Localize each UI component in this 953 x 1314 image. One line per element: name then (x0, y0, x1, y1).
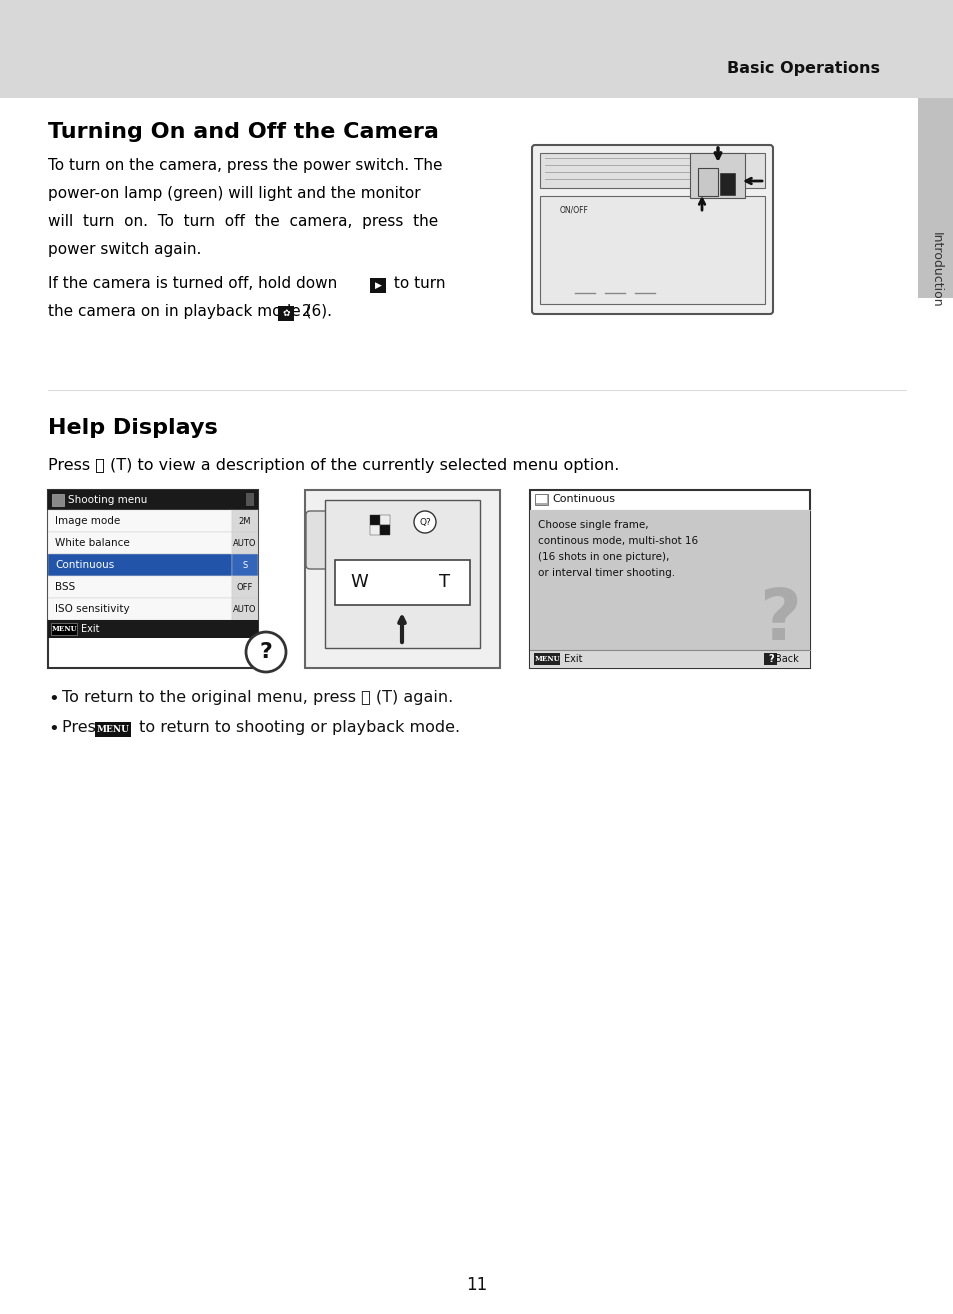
Text: BSS: BSS (55, 582, 75, 593)
Text: Choose single frame,: Choose single frame, (537, 520, 648, 530)
Text: Help Displays: Help Displays (48, 418, 217, 438)
Bar (51, 623, 77, 635)
Bar (539, 196, 764, 304)
Bar (530, 650, 809, 668)
Text: the camera on in playback mode (: the camera on in playback mode ( (48, 304, 312, 319)
Bar (48, 598, 232, 620)
Bar (698, 168, 718, 196)
Text: S: S (242, 561, 248, 569)
Text: Q?: Q? (418, 518, 431, 527)
Text: ✿: ✿ (282, 309, 290, 318)
Text: Image mode: Image mode (55, 516, 120, 526)
Text: 2M: 2M (238, 516, 251, 526)
Bar (535, 494, 547, 505)
Text: Basic Operations: Basic Operations (726, 60, 879, 75)
Text: To turn on the camera, press the power switch. The: To turn on the camera, press the power s… (48, 158, 442, 173)
Bar (305, 490, 499, 668)
Bar (370, 526, 379, 535)
Bar (232, 532, 257, 555)
Bar (536, 495, 546, 503)
Text: T: T (438, 573, 450, 591)
Text: •: • (48, 720, 59, 738)
Bar (530, 490, 809, 668)
FancyBboxPatch shape (532, 145, 772, 314)
Text: Continuous: Continuous (55, 560, 114, 570)
Bar (48, 490, 257, 510)
Text: Back: Back (774, 654, 798, 664)
Bar (48, 532, 232, 555)
Bar (539, 152, 764, 188)
Text: to return to shooting or playback mode.: to return to shooting or playback mode. (133, 720, 459, 735)
Bar (530, 510, 809, 650)
Text: White balance: White balance (55, 537, 130, 548)
Text: AUTO: AUTO (233, 539, 256, 548)
Bar (232, 555, 257, 576)
Text: will  turn  on.  To  turn  off  the  camera,  press  the: will turn on. To turn off the camera, pr… (48, 214, 437, 229)
Text: •: • (48, 690, 59, 708)
Text: AUTO: AUTO (233, 604, 256, 614)
Bar (379, 515, 390, 526)
Text: Press: Press (62, 720, 110, 735)
Text: ON/OFF: ON/OFF (559, 205, 588, 214)
Text: (16 shots in one picture),: (16 shots in one picture), (537, 552, 669, 562)
Text: MENU: MENU (534, 654, 559, 664)
Bar (232, 576, 257, 598)
Bar (763, 653, 776, 665)
Text: Exit: Exit (81, 624, 99, 633)
Text: Turning On and Off the Camera: Turning On and Off the Camera (48, 122, 438, 142)
FancyBboxPatch shape (306, 511, 341, 569)
Text: ISO sensitivity: ISO sensitivity (55, 604, 130, 614)
Text: or interval timer shooting.: or interval timer shooting. (537, 568, 675, 578)
Text: Press ⓗ (T) to view a description of the currently selected menu option.: Press ⓗ (T) to view a description of the… (48, 459, 618, 473)
Text: Introduction: Introduction (928, 233, 942, 307)
Bar (232, 598, 257, 620)
Bar (95, 721, 131, 737)
Bar (534, 653, 559, 665)
Text: MENU: MENU (51, 625, 77, 633)
Text: ?: ? (259, 643, 273, 662)
Bar (917, 99, 953, 298)
Text: OFF: OFF (236, 582, 253, 591)
Text: 11: 11 (466, 1276, 487, 1294)
Bar (52, 494, 64, 506)
Text: power-on lamp (green) will light and the monitor: power-on lamp (green) will light and the… (48, 187, 420, 201)
Text: Exit: Exit (563, 654, 582, 664)
Text: 26).: 26). (296, 304, 332, 319)
Bar (246, 493, 253, 506)
Bar (379, 526, 390, 535)
Text: MENU: MENU (96, 725, 130, 735)
Bar (48, 576, 232, 598)
Circle shape (414, 511, 436, 533)
Bar (48, 555, 232, 576)
Text: ?: ? (759, 586, 801, 654)
Circle shape (246, 632, 286, 671)
Text: To return to the original menu, press ⓗ (T) again.: To return to the original menu, press ⓗ … (62, 690, 453, 706)
Text: Continuous: Continuous (552, 494, 615, 505)
Bar (277, 306, 294, 321)
Bar (0, 0, 953, 99)
Bar (232, 510, 257, 532)
Text: ?: ? (767, 654, 773, 664)
Bar (48, 620, 257, 639)
Text: W: W (350, 573, 367, 591)
Bar (48, 490, 257, 668)
Bar (335, 560, 470, 604)
Text: If the camera is turned off, hold down: If the camera is turned off, hold down (48, 276, 337, 290)
Bar (720, 173, 734, 194)
Text: Shooting menu: Shooting menu (68, 495, 147, 505)
Bar (370, 515, 379, 526)
Text: to turn: to turn (389, 276, 445, 290)
Bar (325, 501, 479, 648)
Bar (370, 279, 386, 293)
Text: continous mode, multi-shot 16: continous mode, multi-shot 16 (537, 536, 698, 547)
Bar (48, 510, 232, 532)
Text: ▶: ▶ (375, 281, 381, 290)
Text: power switch again.: power switch again. (48, 242, 201, 258)
Bar (689, 152, 744, 198)
